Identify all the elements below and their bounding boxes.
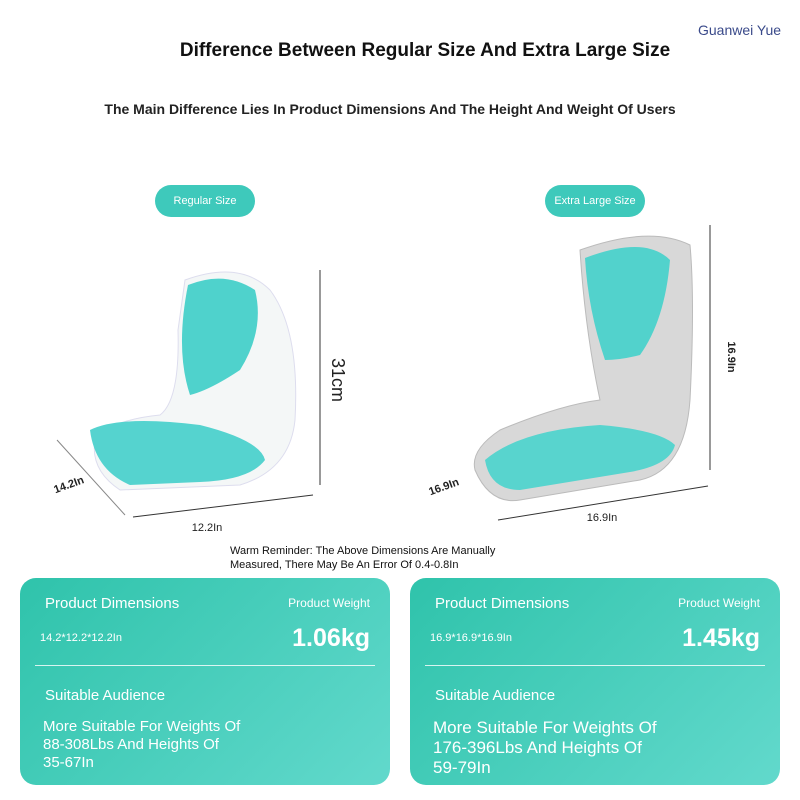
watermark: Guanwei Yue	[698, 22, 782, 38]
height-label: 31cm	[328, 358, 348, 402]
width-label: 16.9In	[587, 512, 618, 524]
dimension-line	[56, 439, 126, 516]
dimension-line	[132, 494, 314, 518]
reminder-line: Warm Reminder: The Above Dimensions Are …	[230, 545, 496, 557]
height-label: 16.9In	[725, 341, 737, 372]
audience-line: 88-308Lbs And Heights Of	[43, 736, 219, 753]
spec-card: Product Dimensions Product Weight 14.2*12.…	[20, 578, 390, 785]
dimensions: 16.9*16.9*16.9In	[430, 632, 512, 644]
audience-line: 176-396Lbs And Heights Of	[433, 738, 642, 757]
audience-line: More Suitable For Weights Of	[433, 718, 657, 737]
depth-label: 14.2In	[52, 474, 86, 496]
spec-card: Product Dimensions Product Weight 16.9*16.…	[410, 578, 780, 785]
chair-seat-pad	[90, 421, 265, 485]
audience-line: 35-67In	[43, 754, 94, 771]
divider	[35, 665, 375, 666]
reminder-line: Measured, There May Be An Error Of 0.4-0…	[230, 559, 459, 571]
dimensions-title: Product Dimensions	[435, 595, 570, 612]
chair-seat-pad	[485, 425, 675, 490]
subtitle: The Main Difference Lies In Product Dime…	[104, 101, 676, 117]
title: Difference Between Regular Size And Extr…	[179, 40, 671, 61]
dimension-line	[497, 485, 709, 521]
audience-title: Suitable Audience	[45, 687, 166, 704]
audience-title: Suitable Audience	[435, 687, 556, 704]
divider	[425, 665, 765, 666]
chair-back-pad	[181, 278, 258, 395]
illustration: 31cm 14.2In 12.2In 16.9In 16.9In 16.9In	[52, 225, 737, 534]
audience: More Suitable For Weights Of 88-308Lbs An…	[43, 718, 240, 772]
weight-title: Product Weight	[288, 596, 370, 610]
chair-back-pad	[585, 246, 670, 360]
reminder: Warm Reminder: The Above Dimensions Are …	[230, 544, 495, 572]
size-badge: Extra Large Size	[545, 185, 645, 217]
weight: 1.06kg	[292, 624, 370, 652]
size-badge: Regular Size	[155, 185, 255, 217]
width-label: 12.2In	[192, 522, 223, 534]
dimensions-title: Product Dimensions	[45, 595, 180, 612]
audience: More Suitable For Weights Of 176-396Lbs A…	[433, 718, 657, 778]
depth-label: 16.9In	[427, 476, 461, 498]
dimensions: 14.2*12.2*12.2In	[40, 632, 122, 644]
weight: 1.45kg	[682, 624, 760, 652]
weight-title: Product Weight	[678, 596, 760, 610]
audience-line: More Suitable For Weights Of	[43, 718, 241, 735]
audience-line: 59-79In	[433, 758, 491, 777]
